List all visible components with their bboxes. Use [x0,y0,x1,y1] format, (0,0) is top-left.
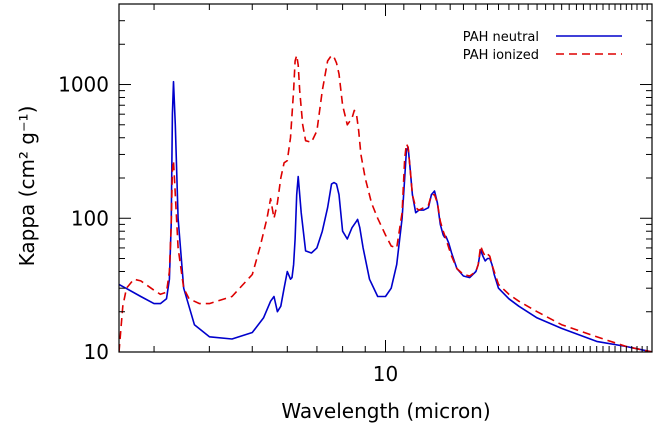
y-tick-label: 100 [71,206,109,230]
series-line-pah-ionized [119,54,652,352]
x-tick-label: 10 [373,362,398,386]
ticks-group: 10 100 1000 10 [58,3,653,386]
legend-label-pah-neutral: PAH neutral [463,30,539,45]
y-tick-label: 1000 [58,73,109,97]
legend: PAH neutral PAH ionized [463,30,622,63]
y-tick-label: 10 [84,340,109,364]
legend-label-pah-ionized: PAH ionized [463,48,539,63]
x-axis-title: Wavelength (micron) [281,399,490,423]
series-group [119,54,652,352]
y-axis-title: Kappa (cm² g⁻¹) [15,106,39,267]
